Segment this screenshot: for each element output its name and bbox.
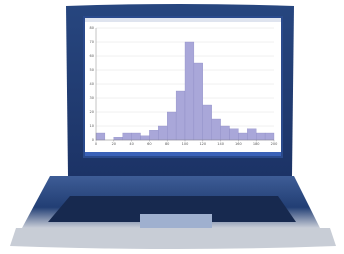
bar (230, 129, 239, 140)
y-tick-label: 20 (90, 110, 94, 114)
x-tick-label: 40 (129, 142, 133, 146)
bar (185, 42, 194, 140)
x-tick-label: 80 (165, 142, 169, 146)
x-tick-label: 0 (95, 142, 97, 146)
x-tick-label: 100 (182, 142, 189, 146)
x-tick-label: 60 (147, 142, 151, 146)
y-tick-label: 10 (90, 124, 94, 128)
bar (167, 112, 176, 140)
bar (256, 133, 265, 140)
touchpad (140, 214, 212, 228)
x-tick-label: 140 (217, 142, 224, 146)
y-tick-label: 70 (90, 40, 94, 44)
bar (247, 129, 256, 140)
y-tick-label: 80 (90, 26, 94, 30)
y-tick-label: 0 (92, 138, 94, 142)
bar (123, 133, 132, 140)
x-tick-label: 180 (253, 142, 260, 146)
bar (265, 133, 274, 140)
bar (96, 133, 105, 140)
window-titlebar (85, 18, 281, 22)
y-tick-label: 60 (90, 54, 94, 58)
x-tick-label: 20 (112, 142, 116, 146)
x-tick-label: 160 (235, 142, 242, 146)
y-tick-label: 30 (90, 96, 94, 100)
bar (114, 137, 123, 140)
bar (158, 126, 167, 140)
bar (141, 136, 150, 140)
bar (221, 126, 230, 140)
bar (203, 105, 212, 140)
x-tick-label: 120 (199, 142, 206, 146)
bar (212, 119, 221, 140)
bar (132, 133, 141, 140)
x-tick-label: 200 (271, 142, 278, 146)
taskbar (85, 152, 281, 156)
bar (176, 91, 185, 140)
laptop-photo: 0 10 20 30 40 50 60 70 80 0 20 40 60 80 100 120 140 160 18… (0, 0, 344, 254)
bar (238, 133, 247, 140)
base-edge (10, 228, 336, 249)
y-tick-label: 40 (90, 82, 94, 86)
bar (194, 63, 203, 140)
y-tick-label: 50 (90, 68, 94, 72)
bar (149, 130, 158, 140)
